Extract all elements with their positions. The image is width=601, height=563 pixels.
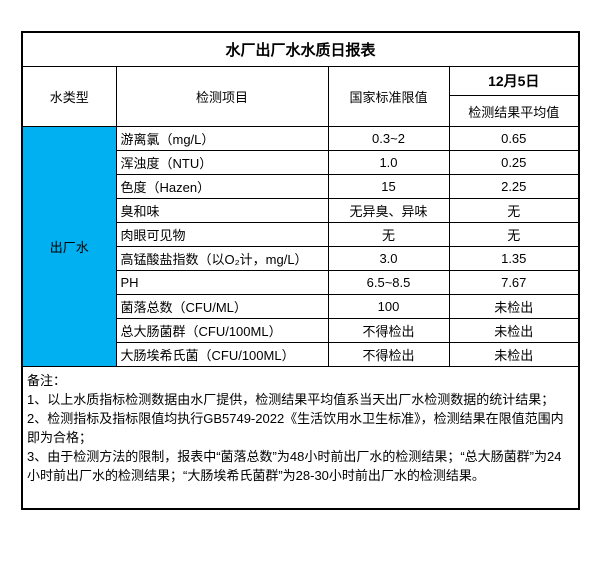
limit-cell: 100 <box>327 294 450 319</box>
limit-cell: 0.3~2 <box>327 126 450 151</box>
limit-cell: 6.5~8.5 <box>327 270 450 295</box>
limit-cell: 3.0 <box>327 246 450 271</box>
note-line-2: 2、检测指标及指标限值均执行GB5749-2022《生活饮用水卫生标准》，检测结… <box>27 411 564 445</box>
test-item-cell: 色度（Hazen） <box>115 174 329 199</box>
table-row: PH 6.5~8.5 7.67 <box>22 270 580 295</box>
result-cell: 无 <box>448 222 580 247</box>
table-row: 色度（Hazen） 15 2.25 <box>22 174 580 199</box>
test-item-cell: 游离氯（mg/L） <box>115 126 329 151</box>
header-standard-limit: 国家标准限值 <box>327 66 450 127</box>
result-cell: 0.65 <box>448 126 580 151</box>
header-result-avg: 检测结果平均值 <box>448 95 580 127</box>
note-line-1: 1、以上水质指标检测数据由水厂提供，检测结果平均值系当天出厂水检测数据的统计结果… <box>27 392 555 407</box>
report-title: 水厂出厂水水质日报表 <box>21 31 580 67</box>
limit-cell: 15 <box>327 174 450 199</box>
limit-cell: 无异臭、异味 <box>327 198 450 223</box>
result-cell: 1.35 <box>448 246 580 271</box>
table-row: 浑浊度（NTU） 1.0 0.25 <box>22 150 580 175</box>
table-row: 肉眼可见物 无 无 <box>22 222 580 247</box>
result-cell: 未检出 <box>448 294 580 319</box>
test-item-cell: PH <box>115 270 329 295</box>
notes-cell: 备注： 1、以上水质指标检测数据由水厂提供，检测结果平均值系当天出厂水检测数据的… <box>21 366 580 510</box>
notes-row: 备注： 1、以上水质指标检测数据由水厂提供，检测结果平均值系当天出厂水检测数据的… <box>21 366 580 510</box>
table-row: 菌落总数（CFU/ML） 100 未检出 <box>22 294 580 319</box>
test-item-cell: 肉眼可见物 <box>115 222 329 247</box>
result-cell: 无 <box>448 198 580 223</box>
result-cell: 0.25 <box>448 150 580 175</box>
limit-cell: 不得检出 <box>327 318 450 343</box>
note-line-3: 3、由于检测方法的限制，报表中“菌落总数”为48小时前出厂水的检测结果；“总大肠… <box>27 449 562 483</box>
limit-cell: 不得检出 <box>327 342 450 367</box>
test-item-cell: 高锰酸盐指数（以O₂计，mg/L） <box>115 246 329 271</box>
header-row-2: 检测结果平均值 <box>22 95 580 127</box>
table-row: 大肠埃希氏菌（CFU/100ML） 不得检出 未检出 <box>22 342 580 367</box>
table-row: 出厂水 游离氯（mg/L） 0.3~2 0.65 <box>21 126 580 367</box>
table-row: 总大肠菌群（CFU/100ML） 不得检出 未检出 <box>22 318 580 343</box>
result-cell: 7.67 <box>448 270 580 295</box>
test-item-cell: 总大肠菌群（CFU/100ML） <box>115 318 329 343</box>
water-quality-report-table: 水厂出厂水水质日报表 水类型 检测项目 国家标准限值 12月5日 检测结果平均值… <box>21 31 581 510</box>
result-cell: 未检出 <box>448 318 580 343</box>
notes-label: 备注： <box>27 373 67 388</box>
table-row: 高锰酸盐指数（以O₂计，mg/L） 3.0 1.35 <box>22 246 580 271</box>
header-row-1: 水类型 检测项目 国家标准限值 12月5日 <box>21 66 580 127</box>
test-item-cell: 浑浊度（NTU） <box>115 150 329 175</box>
limit-cell: 1.0 <box>327 150 450 175</box>
water-type-cell: 出厂水 <box>21 126 117 367</box>
title-row: 水厂出厂水水质日报表 <box>21 31 580 67</box>
result-cell: 未检出 <box>448 342 580 367</box>
test-item-cell: 大肠埃希氏菌（CFU/100ML） <box>115 342 329 367</box>
header-date: 12月5日 <box>448 66 580 96</box>
header-test-item: 检测项目 <box>115 66 329 127</box>
limit-cell: 无 <box>327 222 450 247</box>
test-item-cell: 臭和味 <box>115 198 329 223</box>
result-cell: 2.25 <box>448 174 580 199</box>
header-water-type: 水类型 <box>21 66 117 127</box>
test-item-cell: 菌落总数（CFU/ML） <box>115 294 329 319</box>
table-row: 臭和味 无异臭、异味 无 <box>22 198 580 223</box>
